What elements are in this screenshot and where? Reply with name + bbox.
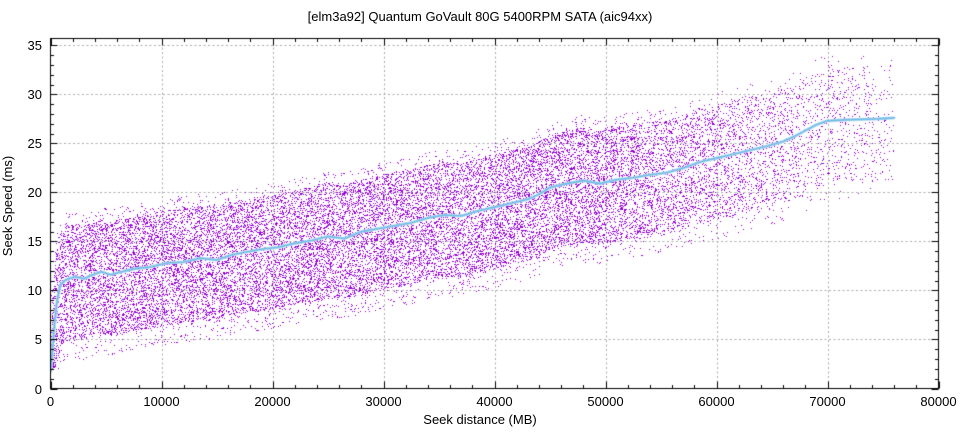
chart-title: [elm3a92] Quantum GoVault 80G 5400RPM SA… (307, 9, 653, 24)
x-tick-label: 0 (46, 394, 55, 409)
x-tick-label: 60000 (698, 394, 735, 409)
x-tick-label: 20000 (254, 394, 291, 409)
y-tick-label: 30 (27, 87, 42, 103)
x-tick-label: 50000 (587, 394, 624, 409)
y-tick-label: 25 (27, 136, 42, 152)
x-tick-label: 40000 (476, 394, 513, 409)
y-tick-label: 5 (34, 332, 42, 348)
y-tick-label: 35 (27, 38, 42, 54)
y-tick-label: 0 (34, 381, 42, 397)
x-tick-label: 30000 (365, 394, 402, 409)
x-tick-label: 10000 (143, 394, 180, 409)
x-tick-label: 80000 (920, 394, 957, 409)
y-tick-label: 20 (27, 185, 42, 201)
x-tick-label: 70000 (809, 394, 846, 409)
y-tick-label: 15 (27, 234, 42, 250)
x-axis-label: Seek distance (MB) (423, 412, 537, 427)
y-tick-label: 10 (27, 283, 42, 299)
